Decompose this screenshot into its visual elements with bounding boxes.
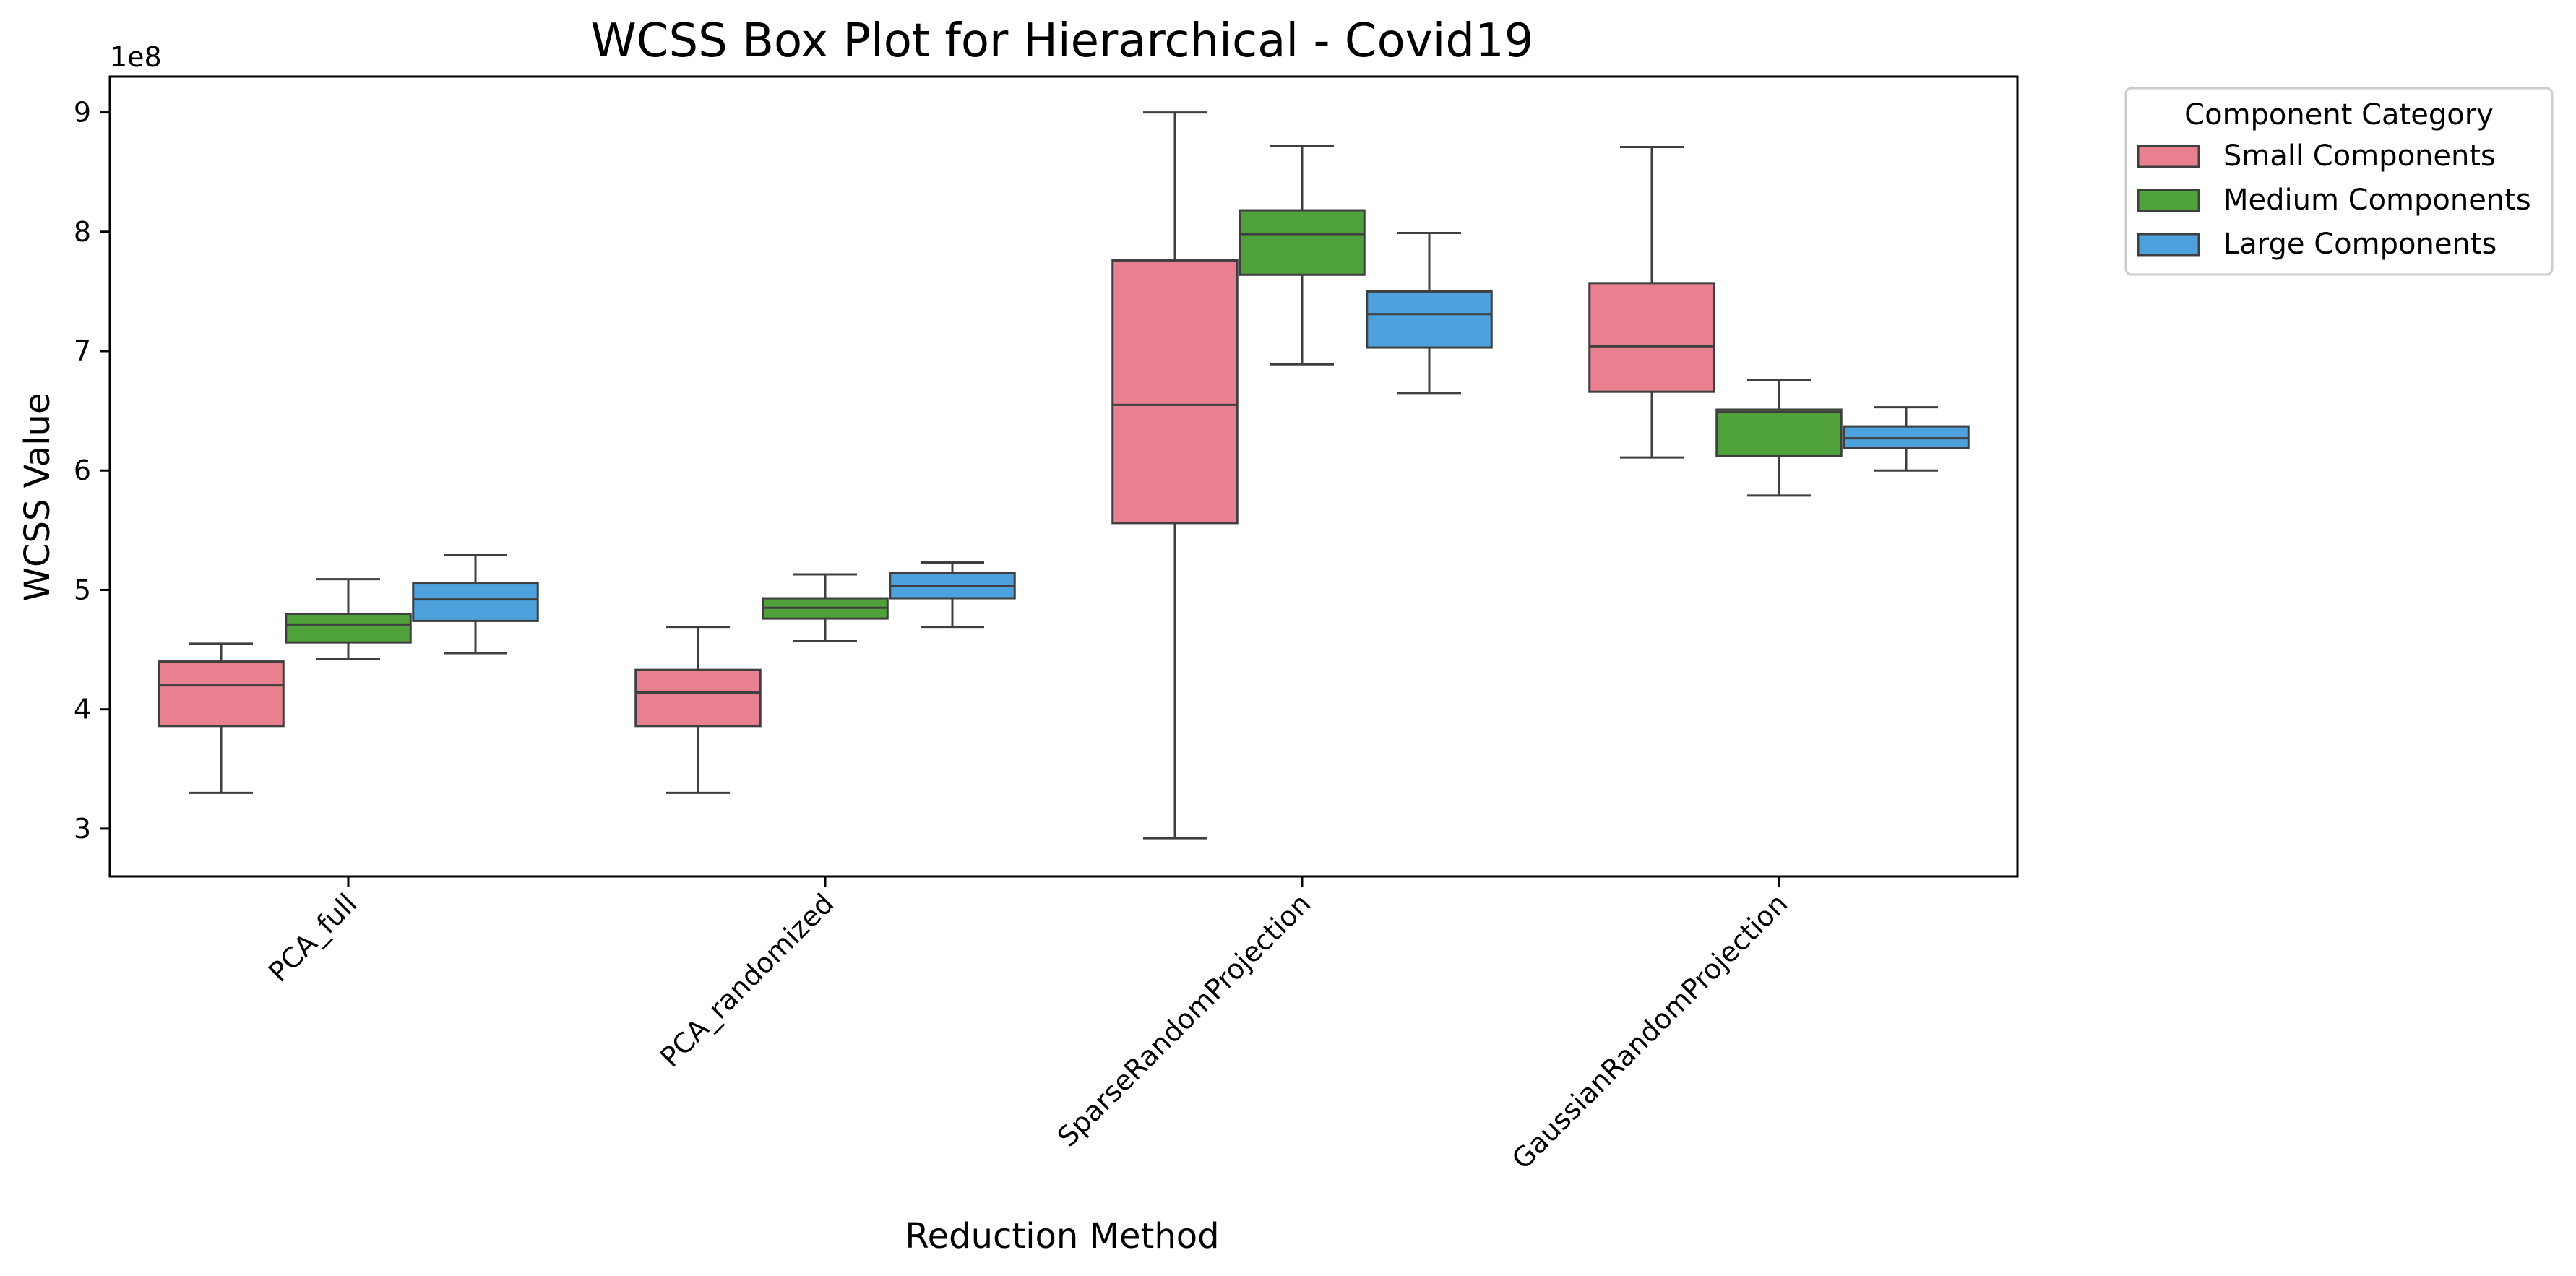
plot-area-frame bbox=[108, 75, 2019, 878]
y-tick-label: 4 bbox=[74, 694, 91, 725]
x-axis-label: Reduction Method bbox=[905, 1216, 1219, 1256]
box bbox=[285, 578, 412, 660]
box bbox=[1588, 145, 1715, 459]
box-body bbox=[1239, 209, 1366, 276]
box-body bbox=[1366, 290, 1493, 349]
box-body bbox=[158, 660, 285, 728]
chart-title: WCSS Box Plot for Hierarchical - Covid19 bbox=[591, 14, 1534, 68]
y-axis-ticks: 3 4 5 6 7 8 9 bbox=[74, 97, 110, 845]
legend-items: Small Components Medium Components Large C… bbox=[2137, 139, 2531, 261]
series-small-components bbox=[158, 111, 1715, 840]
box-body bbox=[1588, 282, 1715, 393]
box bbox=[889, 561, 1016, 629]
box-body bbox=[412, 582, 539, 622]
box bbox=[762, 573, 889, 643]
box-body bbox=[285, 613, 412, 644]
series-large-components bbox=[412, 231, 1970, 655]
box-series bbox=[158, 111, 1970, 840]
y-axis-label: WCSS Value bbox=[17, 393, 58, 602]
box bbox=[158, 642, 285, 794]
y-tick-label: 3 bbox=[74, 813, 91, 845]
legend-label: Small Components bbox=[2223, 139, 2496, 173]
legend-label: Large Components bbox=[2223, 228, 2497, 261]
box bbox=[1239, 145, 1366, 366]
y-tick-label: 6 bbox=[74, 454, 91, 486]
legend-swatch bbox=[2137, 145, 2200, 168]
y-offset-label: 1e8 bbox=[110, 41, 162, 73]
legend-swatch bbox=[2137, 233, 2200, 257]
box bbox=[1366, 231, 1493, 395]
box bbox=[1715, 379, 1843, 497]
series-medium-components bbox=[285, 145, 1843, 660]
box-body bbox=[1843, 425, 1970, 449]
legend-frame bbox=[2124, 87, 2554, 276]
legend-swatch bbox=[2137, 189, 2200, 212]
y-tick-label: 8 bbox=[74, 216, 91, 248]
box-body bbox=[1111, 259, 1239, 525]
y-tick-label: 7 bbox=[74, 335, 91, 367]
y-tick-label: 9 bbox=[74, 97, 91, 129]
box bbox=[1843, 406, 1970, 472]
box bbox=[634, 626, 762, 794]
box-body bbox=[634, 668, 762, 728]
box bbox=[1111, 111, 1239, 840]
legend: Component Category Small Components Mediu… bbox=[2124, 87, 2554, 276]
y-tick-label: 5 bbox=[74, 574, 91, 605]
box bbox=[412, 554, 539, 655]
box-body bbox=[1715, 408, 1843, 457]
legend-label: Medium Components bbox=[2223, 184, 2531, 217]
legend-title: Component Category bbox=[2184, 98, 2494, 132]
